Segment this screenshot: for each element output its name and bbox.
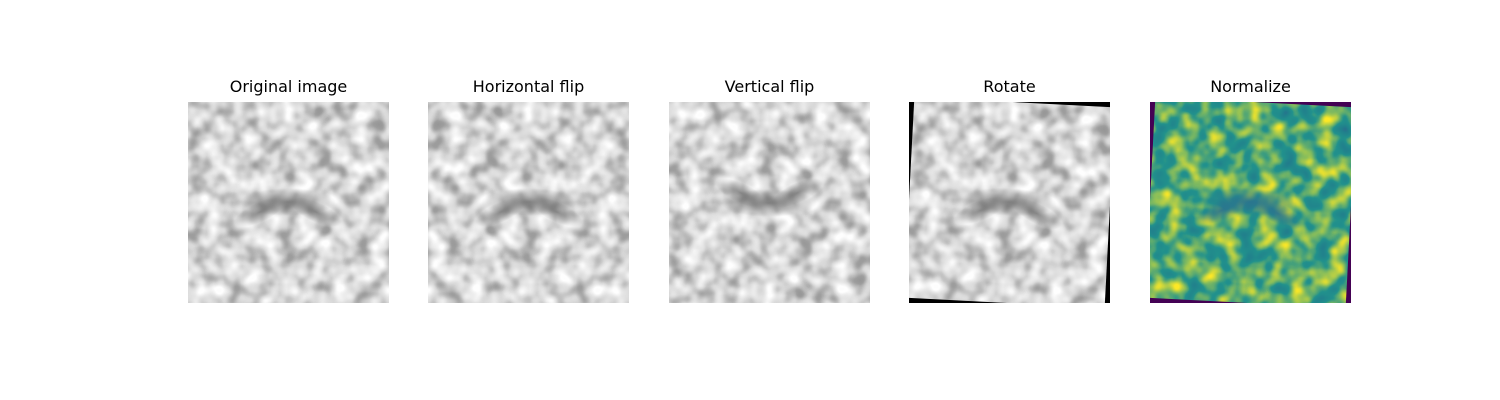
horizontal-flip-image xyxy=(428,102,629,303)
original-image xyxy=(188,102,389,303)
panel-title-normalize: Normalize xyxy=(1210,77,1291,96)
panel-title-vertical-flip: Vertical flip xyxy=(724,77,815,96)
normalize-image xyxy=(1150,102,1351,303)
panel-title-horizontal-flip: Horizontal flip xyxy=(472,77,585,96)
panel-horizontal-flip: Horizontal flip xyxy=(428,74,629,303)
rotate-image xyxy=(909,102,1110,303)
panel-title-rotate: Rotate xyxy=(983,77,1036,96)
panel-original: Original image xyxy=(188,74,389,303)
panel-vertical-flip: Vertical flip xyxy=(669,74,870,303)
panel-title-original: Original image xyxy=(229,77,348,96)
vertical-flip-image xyxy=(669,102,870,303)
panel-rotate: Rotate xyxy=(909,74,1110,303)
panel-normalize: Normalize xyxy=(1150,74,1351,303)
